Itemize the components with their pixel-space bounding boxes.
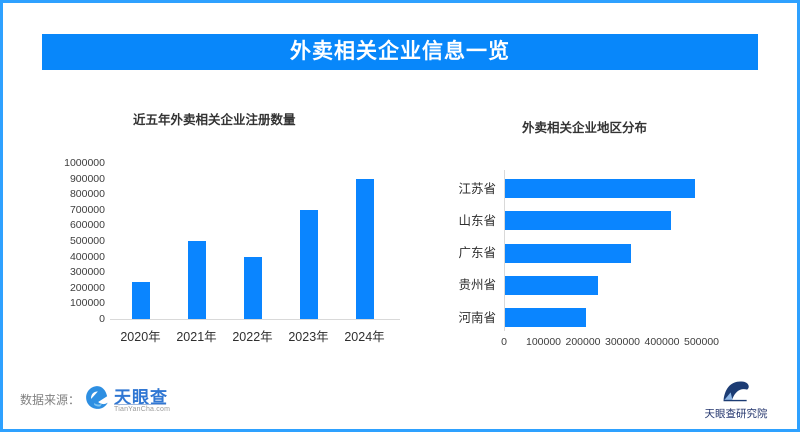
x-tick-label: 0 <box>501 336 507 348</box>
left-chart-y-axis: 1000000 900000 800000 700000 600000 500000 400… <box>60 158 105 324</box>
x-tick-label: 500000 <box>683 336 720 348</box>
bar-2020年 <box>131 282 150 319</box>
y-tick-label: 900000 <box>69 172 105 185</box>
region-label: 广东省 <box>458 246 496 260</box>
bar-江苏省 <box>505 179 695 198</box>
y-tick-label: 400000 <box>69 250 105 263</box>
x-tick-label: 100000 <box>525 336 562 348</box>
region-label: 山东省 <box>458 214 496 228</box>
data-source-label: 数据来源： <box>20 393 81 407</box>
region-label: 江苏省 <box>458 182 496 196</box>
y-tick-label: 0 <box>99 312 105 325</box>
y-tick-label: 100000 <box>69 297 105 310</box>
research-institute-logo-icon <box>720 377 752 405</box>
research-institute-logo-text: 天眼查研究院 <box>704 408 768 420</box>
tianyancha-logo-url: TianYanCha.com <box>114 404 171 413</box>
bar-2022年 <box>243 257 262 319</box>
bar-广东省 <box>505 244 631 263</box>
bar-2021年 <box>187 241 206 319</box>
y-tick-label: 500000 <box>69 234 105 247</box>
x-category-label: 2024年 <box>344 330 385 344</box>
tianyancha-logo-icon <box>84 384 111 411</box>
bar-贵州省 <box>505 276 598 295</box>
left-chart-plot <box>110 163 400 320</box>
bar-山东省 <box>505 211 671 230</box>
right-chart-axis-line <box>504 170 505 331</box>
x-category-label: 2022年 <box>232 330 273 344</box>
x-category-label: 2023年 <box>288 330 329 344</box>
x-category-label: 2020年 <box>120 330 161 344</box>
y-tick-label: 1000000 <box>64 157 105 169</box>
y-tick-label: 300000 <box>69 266 105 279</box>
x-category-label: 2021年 <box>176 330 217 344</box>
region-label: 河南省 <box>458 311 496 325</box>
bar-2023年 <box>299 210 318 319</box>
x-tick-label: 300000 <box>604 336 641 348</box>
y-tick-label: 600000 <box>69 219 105 232</box>
region-label: 贵州省 <box>458 278 496 292</box>
y-tick-label: 800000 <box>69 188 105 201</box>
y-tick-label: 200000 <box>69 281 105 294</box>
y-tick-label: 700000 <box>69 203 105 216</box>
bar-河南省 <box>505 308 586 327</box>
tianyancha-logo-text: 天眼查 <box>114 388 168 407</box>
left-chart-title: 近五年外卖相关企业注册数量 <box>133 113 296 127</box>
left-chart-x-axis: 2020年 2021年 2022年 2023年 2024年 <box>110 329 400 345</box>
right-chart-title: 外卖相关企业地区分布 <box>522 121 648 135</box>
x-tick-label: 400000 <box>644 336 680 348</box>
page-title: 外卖相关企业信息一览 <box>42 34 758 70</box>
x-tick-label: 200000 <box>565 336 601 348</box>
bar-2024年 <box>355 179 374 319</box>
